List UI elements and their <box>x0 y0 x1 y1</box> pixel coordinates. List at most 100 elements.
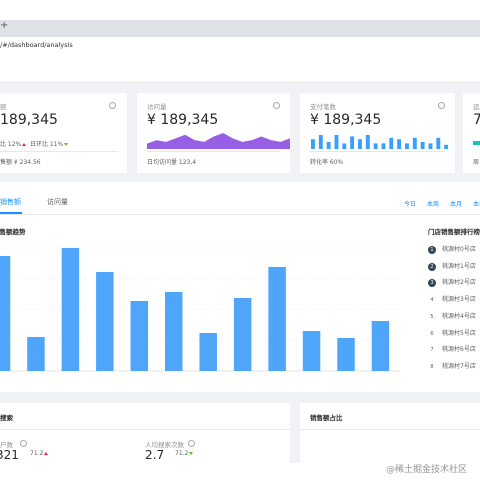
bar <box>165 291 183 371</box>
divider <box>0 214 480 215</box>
rank-number: 8 <box>430 363 434 370</box>
card-title: 销售额占比 <box>310 414 343 422</box>
range-link[interactable]: 本月 <box>450 201 463 208</box>
store-name: 桃源村1号店 <box>442 262 476 270</box>
mini-bar <box>318 135 323 149</box>
mini-bar <box>420 142 425 149</box>
tab[interactable]: 访问量 <box>47 198 68 206</box>
tab-ink <box>0 212 22 214</box>
store-name: 桃源村7号店 <box>442 362 476 370</box>
info-icon <box>273 102 280 109</box>
divider <box>300 429 480 430</box>
divider <box>0 151 118 152</box>
ranking-title: 门店销售额排行榜 <box>428 228 480 236</box>
ranking-item: 5 桃源村4号店 <box>428 311 475 321</box>
store-name: 桃源村3号店 <box>442 296 476 304</box>
mini-bar <box>311 139 315 149</box>
card-title: 访问量 <box>147 103 167 111</box>
card-title: 额 <box>0 103 7 111</box>
store-name: 桃源村6号店 <box>442 346 476 354</box>
card-title: 运 <box>473 103 480 111</box>
chart-title: 销售额趋势 <box>0 228 26 236</box>
mini-bar <box>397 139 402 149</box>
info-icon <box>20 440 27 447</box>
bar <box>96 271 114 371</box>
sales-card: 销售额 访问量 今日 本周 本月 本年 销售额趋势 门店销售额排行榜 1 桃源村0… <box>0 182 480 392</box>
toolbar <box>0 37 480 83</box>
address-bar[interactable]: /#/dashboard/analysis <box>0 41 73 49</box>
trend-day: 日环比 11% <box>30 139 69 148</box>
card-value: 189,345 <box>0 112 58 128</box>
bar <box>268 266 286 371</box>
progress <box>473 141 480 145</box>
card: 访问量 ¥ 189,345 日均访问量 123,4 <box>137 93 290 173</box>
ranking-item: 1 桃源村0号店 <box>428 244 476 254</box>
range-link[interactable]: 今日 <box>404 201 417 208</box>
bar <box>371 320 390 371</box>
card-value: ¥ 189,345 <box>310 112 382 128</box>
metric-value: 2.7 <box>145 448 165 462</box>
tab-active[interactable]: 销售额 <box>0 198 21 206</box>
text: 71.2 <box>30 450 44 457</box>
info-icon <box>188 440 195 447</box>
mini-bar <box>311 135 449 149</box>
bar <box>302 331 321 371</box>
store-name: 桃源村5号店 <box>442 329 476 337</box>
area <box>147 133 290 149</box>
store-name: 桃源村0号店 <box>442 246 476 253</box>
mini-bar <box>389 137 394 149</box>
text: 日环比 11% <box>30 141 64 148</box>
mini-bar <box>342 143 347 149</box>
bar <box>337 337 355 371</box>
down-arrow <box>189 452 194 455</box>
up-arrow <box>44 452 49 455</box>
card-title: 搜索 <box>0 414 13 422</box>
text: 71.2 <box>175 450 189 457</box>
card-value: 7 <box>473 112 480 128</box>
rank-number: 2 <box>428 262 436 271</box>
bar <box>199 332 217 371</box>
card: 运 7 周 <box>463 93 480 173</box>
mini-bar <box>405 143 409 149</box>
ranking-item: 6 桃源村5号店 <box>428 328 476 338</box>
range-link[interactable]: 本年 <box>473 201 480 208</box>
bar <box>233 298 252 371</box>
metric-label: 人均搜索次数 <box>145 441 184 449</box>
rank-number: 7 <box>430 347 434 354</box>
trend-week: 比 12% <box>0 139 27 148</box>
ranking-list: 1 桃源村0号店 2 桃源村1号店 3 桃源村2号店 4 桃源村3号店 5 桃源村4号店 6 桃源村5… <box>428 240 480 380</box>
mini-bar <box>373 143 378 149</box>
bar <box>0 255 11 371</box>
range-link[interactable]: 本周 <box>427 201 440 208</box>
metric-change: 71.2 <box>30 450 49 457</box>
card: 额 189,345 比 12% 日环比 11% 售额 ¥ 234.56 <box>0 93 127 173</box>
card-footer: 售额 ¥ 234.56 <box>0 159 41 166</box>
mini-bar <box>350 136 355 149</box>
tab-strip <box>0 20 480 37</box>
ranking-item: 4 桃源村3号店 <box>428 294 476 304</box>
mini-bar <box>412 137 417 149</box>
ranking-item: 3 桃源村2号店 <box>428 277 476 288</box>
text: 比 12% <box>0 141 22 148</box>
mini-bar <box>334 135 339 149</box>
card-footer: 日均访问量 123,4 <box>147 159 197 166</box>
divider <box>0 429 290 430</box>
rank-number: 1 <box>428 246 436 254</box>
down-arrow <box>64 143 69 146</box>
bar-chart <box>0 247 400 372</box>
mini-bar <box>428 143 433 149</box>
card-title: 支付笔数 <box>310 103 336 111</box>
mini-bar <box>358 139 362 149</box>
rank-number: 3 <box>428 279 436 288</box>
rank-number: 6 <box>430 330 434 337</box>
new-tab[interactable]: + <box>0 20 9 31</box>
card: 支付笔数 ¥ 189,345 转化率 60% <box>300 93 455 173</box>
rank-number: 4 <box>430 297 434 304</box>
ranking-item: 2 桃源村1号店 <box>428 261 476 271</box>
mini-bar <box>365 135 370 149</box>
mini-bar <box>436 137 441 149</box>
metric-change: 71.2 <box>175 450 194 457</box>
store-name: 桃源村2号店 <box>442 279 476 287</box>
search-card: 搜索 户数 321 71.2 人均搜索次数 2.7 71.2 <box>0 403 290 463</box>
